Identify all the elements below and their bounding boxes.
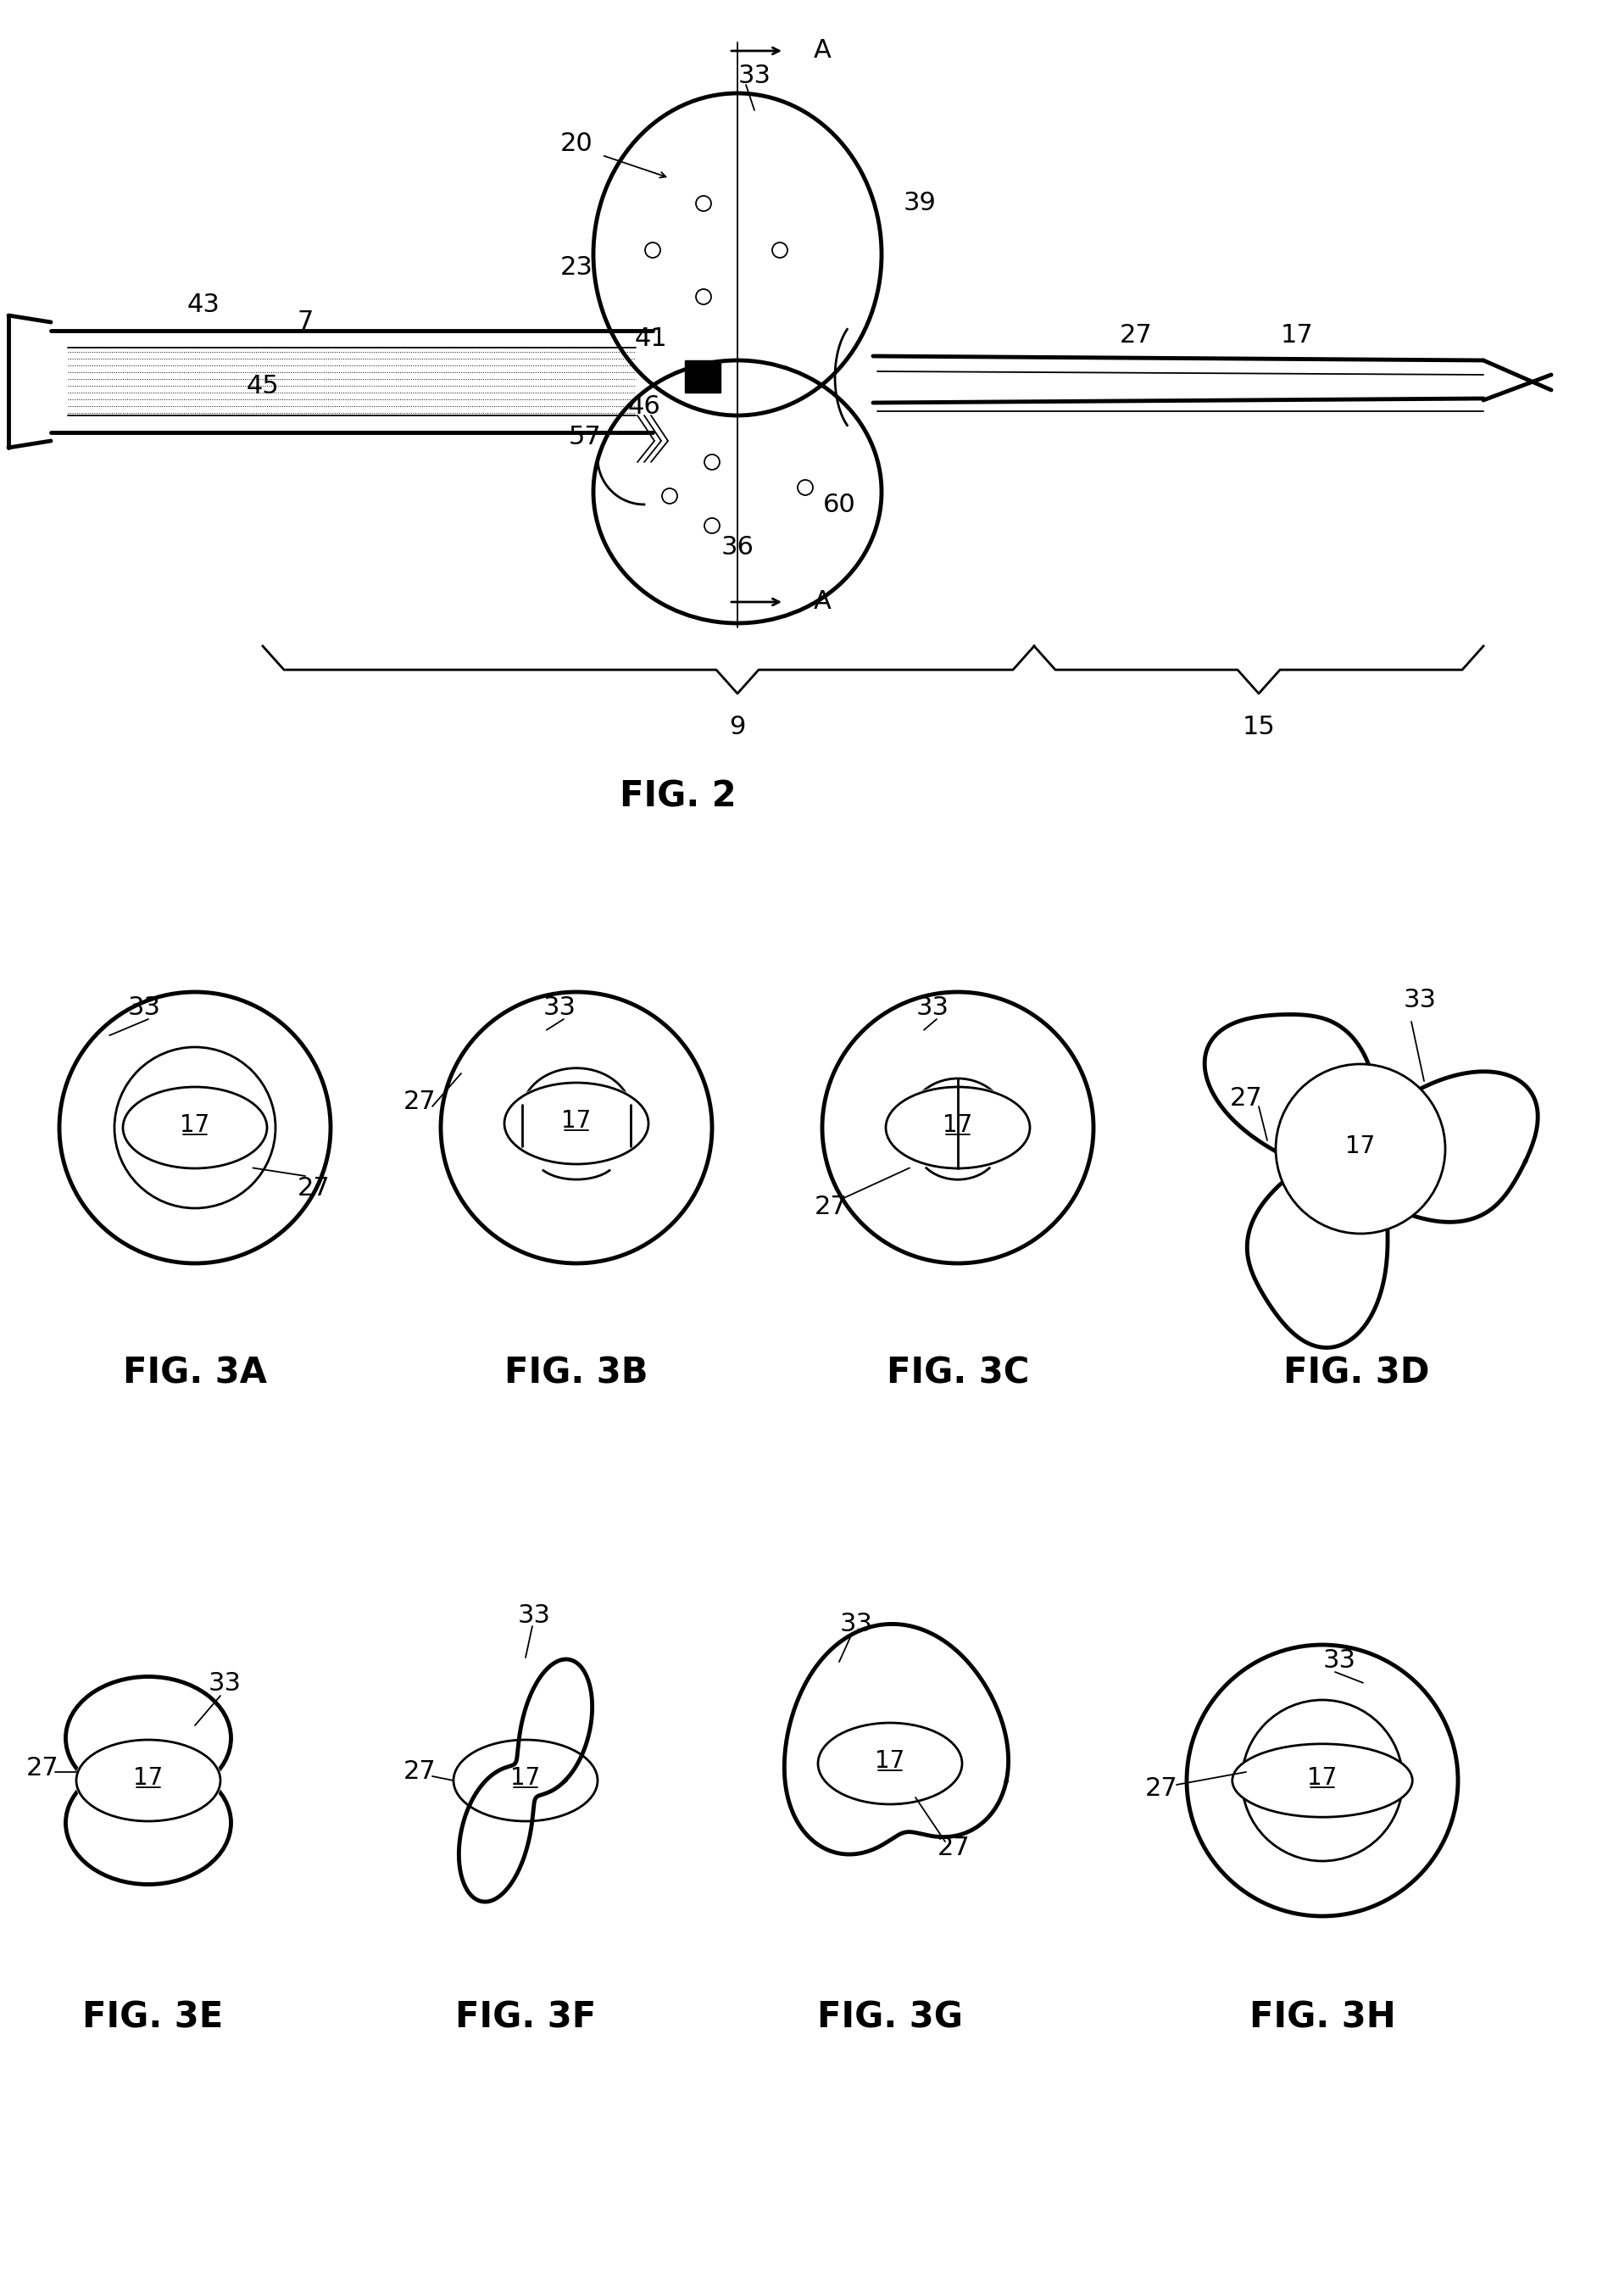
Text: 27: 27 xyxy=(1119,324,1153,347)
Text: 17: 17 xyxy=(511,1766,540,1791)
Text: 33: 33 xyxy=(127,996,161,1019)
Text: 57: 57 xyxy=(569,425,601,450)
Text: 33: 33 xyxy=(544,996,576,1019)
Text: 33: 33 xyxy=(1404,987,1436,1013)
Text: 33: 33 xyxy=(207,1671,241,1694)
Ellipse shape xyxy=(817,1722,963,1807)
Text: FIG. 3B: FIG. 3B xyxy=(505,1355,648,1391)
Text: A: A xyxy=(814,590,831,615)
Text: 27: 27 xyxy=(1145,1777,1177,1802)
Text: 7: 7 xyxy=(297,310,314,335)
Text: FIG. 3G: FIG. 3G xyxy=(817,2000,963,2037)
Text: 23: 23 xyxy=(560,255,593,280)
Text: 33: 33 xyxy=(518,1603,550,1628)
Text: 27: 27 xyxy=(297,1176,330,1201)
Ellipse shape xyxy=(452,1738,600,1823)
Text: 36: 36 xyxy=(720,535,754,560)
Text: 27: 27 xyxy=(937,1837,970,1860)
Ellipse shape xyxy=(884,1086,1032,1171)
Text: 27: 27 xyxy=(404,1759,436,1784)
Text: 45: 45 xyxy=(246,374,280,397)
Text: 27: 27 xyxy=(814,1194,847,1219)
Ellipse shape xyxy=(74,1738,222,1823)
Text: 41: 41 xyxy=(635,326,667,351)
Text: 27: 27 xyxy=(26,1756,59,1779)
Ellipse shape xyxy=(1232,1745,1412,1816)
Text: FIG. 3H: FIG. 3H xyxy=(1249,2000,1396,2037)
Text: 33: 33 xyxy=(738,64,770,90)
Circle shape xyxy=(1275,1063,1446,1233)
Text: 27: 27 xyxy=(1230,1086,1262,1111)
Text: FIG. 3A: FIG. 3A xyxy=(122,1355,267,1391)
Bar xyxy=(685,360,720,393)
Text: 17: 17 xyxy=(180,1114,211,1137)
Ellipse shape xyxy=(503,1081,650,1166)
Text: 46: 46 xyxy=(627,395,661,420)
Text: 17: 17 xyxy=(133,1766,164,1791)
Text: 43: 43 xyxy=(187,294,220,317)
Text: 33: 33 xyxy=(917,996,949,1019)
Text: 17: 17 xyxy=(1346,1134,1375,1157)
Text: FIG. 3C: FIG. 3C xyxy=(886,1355,1029,1391)
Ellipse shape xyxy=(121,1086,269,1171)
Text: 27: 27 xyxy=(404,1091,436,1114)
Text: 17: 17 xyxy=(1280,324,1314,347)
Text: FIG. 3E: FIG. 3E xyxy=(82,2000,224,2037)
Text: 17: 17 xyxy=(561,1109,592,1132)
Text: 17: 17 xyxy=(875,1750,905,1773)
Text: 9: 9 xyxy=(730,714,746,739)
Ellipse shape xyxy=(1286,1107,1434,1192)
Text: 17: 17 xyxy=(942,1114,973,1137)
Text: 33: 33 xyxy=(839,1612,873,1637)
Text: 17: 17 xyxy=(1307,1766,1338,1791)
Text: FIG. 3F: FIG. 3F xyxy=(455,2000,597,2037)
Text: FIG. 3D: FIG. 3D xyxy=(1283,1355,1430,1391)
Text: 60: 60 xyxy=(823,491,855,517)
Text: A: A xyxy=(814,39,831,64)
Text: 39: 39 xyxy=(904,191,936,216)
Ellipse shape xyxy=(1286,1107,1434,1192)
Text: FIG. 2: FIG. 2 xyxy=(619,778,736,815)
Text: 17: 17 xyxy=(1346,1134,1375,1157)
Text: 33: 33 xyxy=(1323,1649,1356,1674)
Text: 20: 20 xyxy=(560,131,593,156)
Text: 15: 15 xyxy=(1243,714,1275,739)
